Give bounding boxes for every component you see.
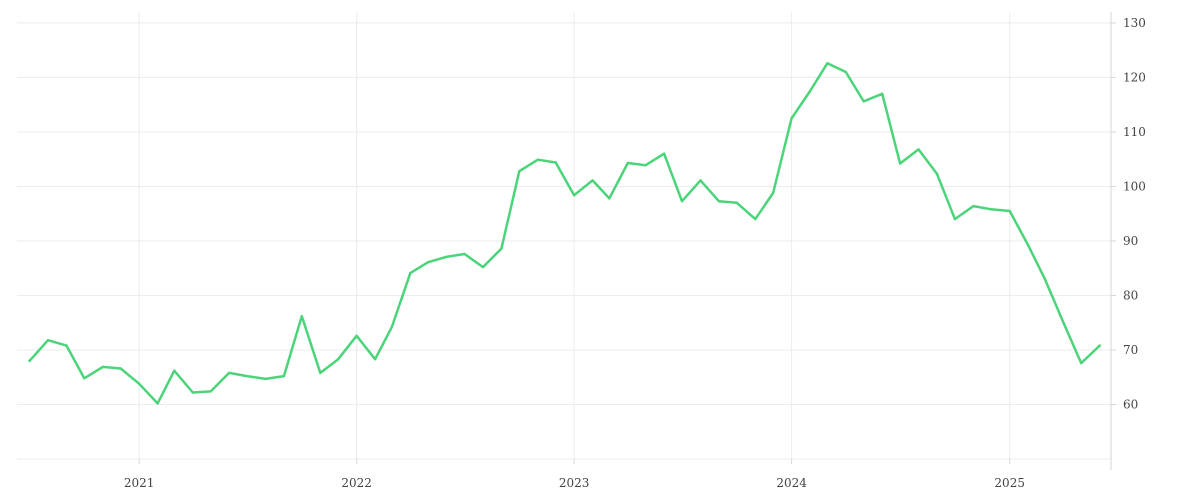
data-point xyxy=(1008,209,1011,213)
data-point xyxy=(426,261,430,264)
y-tick-label: 70 xyxy=(1123,343,1138,357)
y-axis: 60 70 80 90 100 110 120 130 xyxy=(1111,16,1146,411)
data-point xyxy=(373,358,377,361)
y-tick-label: 110 xyxy=(1123,125,1146,139)
y-tick-label: 60 xyxy=(1123,397,1138,411)
data-point xyxy=(644,164,647,167)
y-tick-label: 120 xyxy=(1123,70,1146,84)
data-point xyxy=(101,365,105,369)
data-point xyxy=(572,194,576,197)
x-tick-label: 2022 xyxy=(341,476,372,490)
data-point xyxy=(1027,244,1030,247)
data-point xyxy=(826,62,829,65)
data-point xyxy=(917,148,920,151)
data-point xyxy=(591,179,594,182)
y-tick-label: 130 xyxy=(1123,16,1146,30)
x-tick-label: 2023 xyxy=(559,476,590,490)
data-point xyxy=(972,204,975,208)
data-point xyxy=(319,371,322,375)
data-point xyxy=(445,255,448,258)
x-axis: 2021 2022 2023 2024 2025 xyxy=(124,459,1025,490)
data-point xyxy=(754,217,757,221)
data-point xyxy=(227,371,231,375)
data-point xyxy=(191,391,194,394)
data-point xyxy=(862,100,865,103)
data-point xyxy=(500,247,503,250)
data-point xyxy=(953,217,957,221)
data-point xyxy=(28,359,31,363)
data-point xyxy=(481,265,485,269)
data-point xyxy=(935,172,939,176)
data-point xyxy=(209,390,212,393)
data-point xyxy=(608,197,611,200)
data-point xyxy=(409,271,412,275)
data-point xyxy=(83,377,86,380)
y-tick-label: 90 xyxy=(1123,234,1138,248)
data-point xyxy=(156,402,159,405)
data-point xyxy=(990,208,993,211)
data-point xyxy=(46,339,50,342)
data-point xyxy=(536,158,539,161)
series-group xyxy=(28,61,1101,405)
data-point xyxy=(717,200,721,203)
x-tick-label: 2025 xyxy=(994,476,1025,490)
data-point xyxy=(699,179,702,182)
data-point xyxy=(771,191,775,195)
data-point xyxy=(898,162,902,165)
data-point xyxy=(735,201,738,204)
data-point xyxy=(881,92,884,96)
data-point xyxy=(264,377,267,381)
data-point xyxy=(1062,321,1065,324)
data-point xyxy=(245,374,249,378)
data-point xyxy=(1080,361,1083,365)
data-point xyxy=(65,344,68,347)
data-point xyxy=(680,200,684,203)
y-gridlines xyxy=(17,22,1111,460)
data-point xyxy=(138,382,141,385)
data-point xyxy=(337,358,340,361)
y-tick-label: 100 xyxy=(1123,179,1146,193)
data-point xyxy=(300,315,303,318)
series-line xyxy=(28,61,1101,405)
x-tick-label: 2024 xyxy=(776,476,807,490)
data-point xyxy=(790,117,793,120)
data-point xyxy=(554,161,557,164)
data-point xyxy=(355,334,358,337)
data-point xyxy=(463,252,466,256)
data-point xyxy=(626,161,629,165)
data-point xyxy=(282,374,286,378)
data-point xyxy=(808,89,812,93)
data-point xyxy=(1098,344,1101,347)
data-point xyxy=(662,152,666,155)
data-point xyxy=(1043,277,1047,281)
data-point xyxy=(119,367,122,370)
x-gridlines xyxy=(138,12,1011,459)
data-point xyxy=(390,325,393,329)
x-tick-label: 2021 xyxy=(124,476,155,490)
data-point xyxy=(518,170,521,173)
y-tick-label: 80 xyxy=(1123,288,1138,302)
data-point xyxy=(173,369,176,372)
data-point xyxy=(844,70,847,74)
